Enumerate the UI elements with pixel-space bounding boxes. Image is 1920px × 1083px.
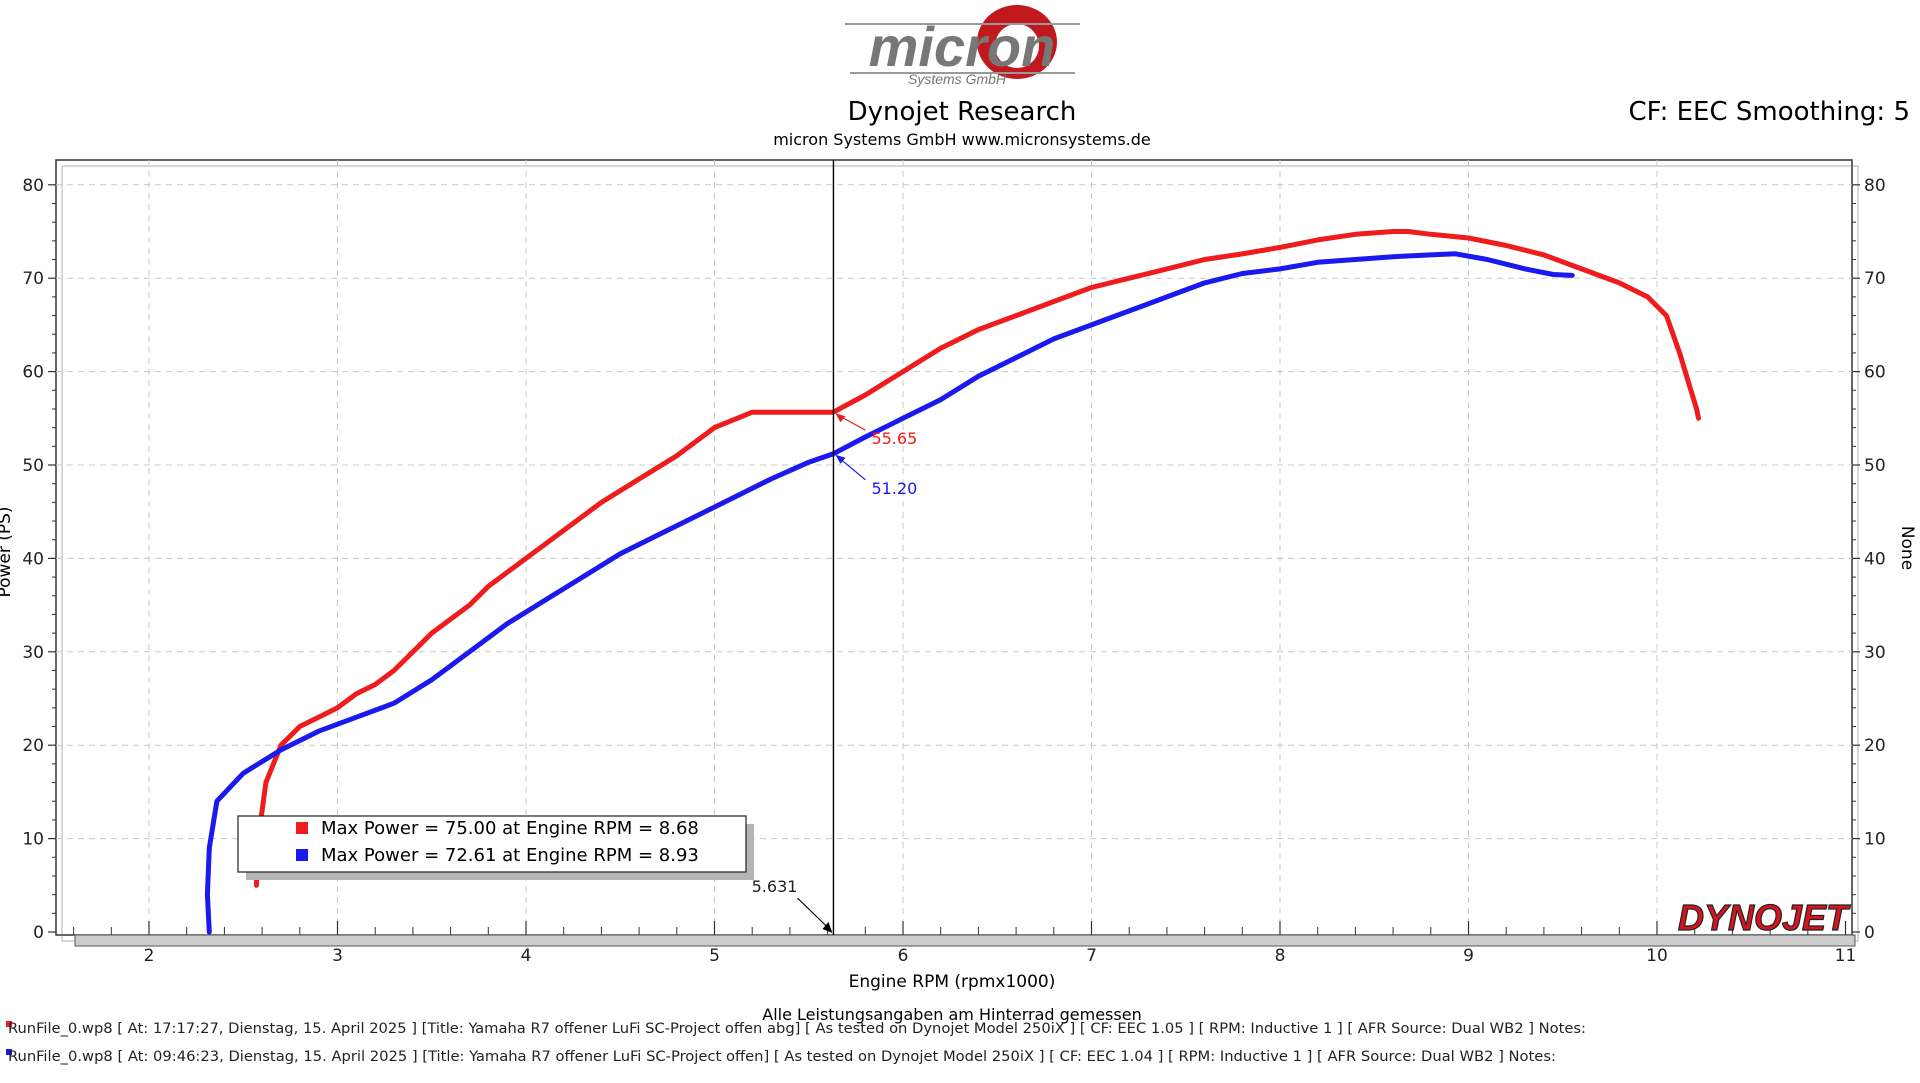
y2-axis-title: None	[1897, 526, 1917, 570]
cf-smoothing-label: CF: EEC Smoothing: 5	[1629, 97, 1910, 127]
legend: Max Power = 75.00 at Engine RPM = 8.68 M…	[237, 815, 754, 880]
y-tick-label: 80	[22, 176, 44, 196]
legend-item-run2: Max Power = 72.61 at Engine RPM = 8.93	[321, 845, 699, 866]
run1-info: RunFile_0.wp8 [ At: 17:17:27, Dienstag, …	[8, 1021, 1586, 1037]
y-tick-label: 0	[33, 923, 44, 943]
run2-info: RunFile_0.wp8 [ At: 09:46:23, Dienstag, …	[8, 1049, 1556, 1065]
x-tick-label: 7	[1086, 946, 1097, 966]
y-tick-label: 20	[22, 736, 44, 756]
y2-tick-label: 0	[1864, 923, 1875, 943]
x-tick-labels: 2 3 4 5 6 7 8 9 10 11	[144, 946, 1857, 966]
logo-subtext: Systems GmbH	[908, 71, 1007, 87]
dynojet-brand-logo: DYNOJET	[1678, 897, 1851, 938]
y2-tick-label: 40	[1864, 549, 1886, 569]
x-tick-label: 2	[144, 946, 155, 966]
x-tick-label: 6	[898, 946, 909, 966]
y-tick-label: 40	[22, 549, 44, 569]
x-axis-title: Engine RPM (rpmx1000)	[849, 972, 1056, 992]
x-tick-label: 8	[1275, 946, 1286, 966]
chart-subtitle: micron Systems GmbH www.micronsystems.de	[773, 130, 1151, 149]
y2-tick-label: 30	[1864, 643, 1886, 663]
run1-marker	[6, 1021, 12, 1027]
micron-logo: micron Systems GmbH	[845, 5, 1080, 87]
y-tick-label: 70	[22, 269, 44, 289]
y2-tick-label: 20	[1864, 736, 1886, 756]
x-tick-label: 5	[709, 946, 720, 966]
cursor-value-2: 51.20	[871, 479, 917, 498]
y2-tick-label: 70	[1864, 269, 1886, 289]
run2-marker	[6, 1049, 12, 1055]
y2-tick-label: 10	[1864, 830, 1886, 850]
x-tick-label: 9	[1463, 946, 1474, 966]
legend-item-run1: Max Power = 75.00 at Engine RPM = 8.68	[321, 818, 699, 839]
y2-tick-label: 60	[1864, 363, 1886, 383]
cursor-arrowhead-2	[835, 454, 846, 464]
data-series	[204, 229, 1701, 935]
x-tick-label: 11	[1835, 946, 1857, 966]
series-line-2	[204, 251, 1575, 935]
y-tick-label: 30	[22, 643, 44, 663]
axis-ticks	[48, 184, 1860, 935]
y-tick-label: 10	[22, 830, 44, 850]
chart-title: Dynojet Research	[848, 97, 1077, 127]
cursor-x-arrowhead	[822, 922, 833, 933]
logo-wordmark: micron	[869, 15, 1056, 78]
y-tick-label: 60	[22, 363, 44, 383]
y2-tick-label: 80	[1864, 176, 1886, 196]
legend-swatch-run2	[296, 849, 308, 861]
series-line-1	[253, 229, 1701, 888]
y2-tick-label: 50	[1864, 456, 1886, 476]
legend-swatch-run1	[296, 822, 308, 834]
plot-area	[55, 159, 1853, 936]
y2-tick-labels: 0 10 20 30 40 50 60 70 80	[1864, 176, 1886, 943]
y-tick-labels: 0 10 20 30 40 50 60 70 80	[22, 176, 44, 943]
cursor-value-1: 55.65	[871, 429, 917, 448]
y-tick-label: 50	[22, 456, 44, 476]
cursor-x-value: 5.631	[752, 877, 798, 896]
footer-note: Alle Leistungsangaben am Hinterrad gemes…	[762, 1005, 1141, 1024]
x-tick-label: 10	[1646, 946, 1668, 966]
x-tick-label: 3	[332, 946, 343, 966]
x-axis-bar	[74, 934, 1856, 947]
y-axis-title: Power (PS)	[0, 506, 15, 597]
cursor-marks: 55.65 51.20 5.631	[752, 413, 917, 933]
x-tick-label: 4	[521, 946, 532, 966]
cursor-arrowhead-1	[835, 413, 846, 423]
